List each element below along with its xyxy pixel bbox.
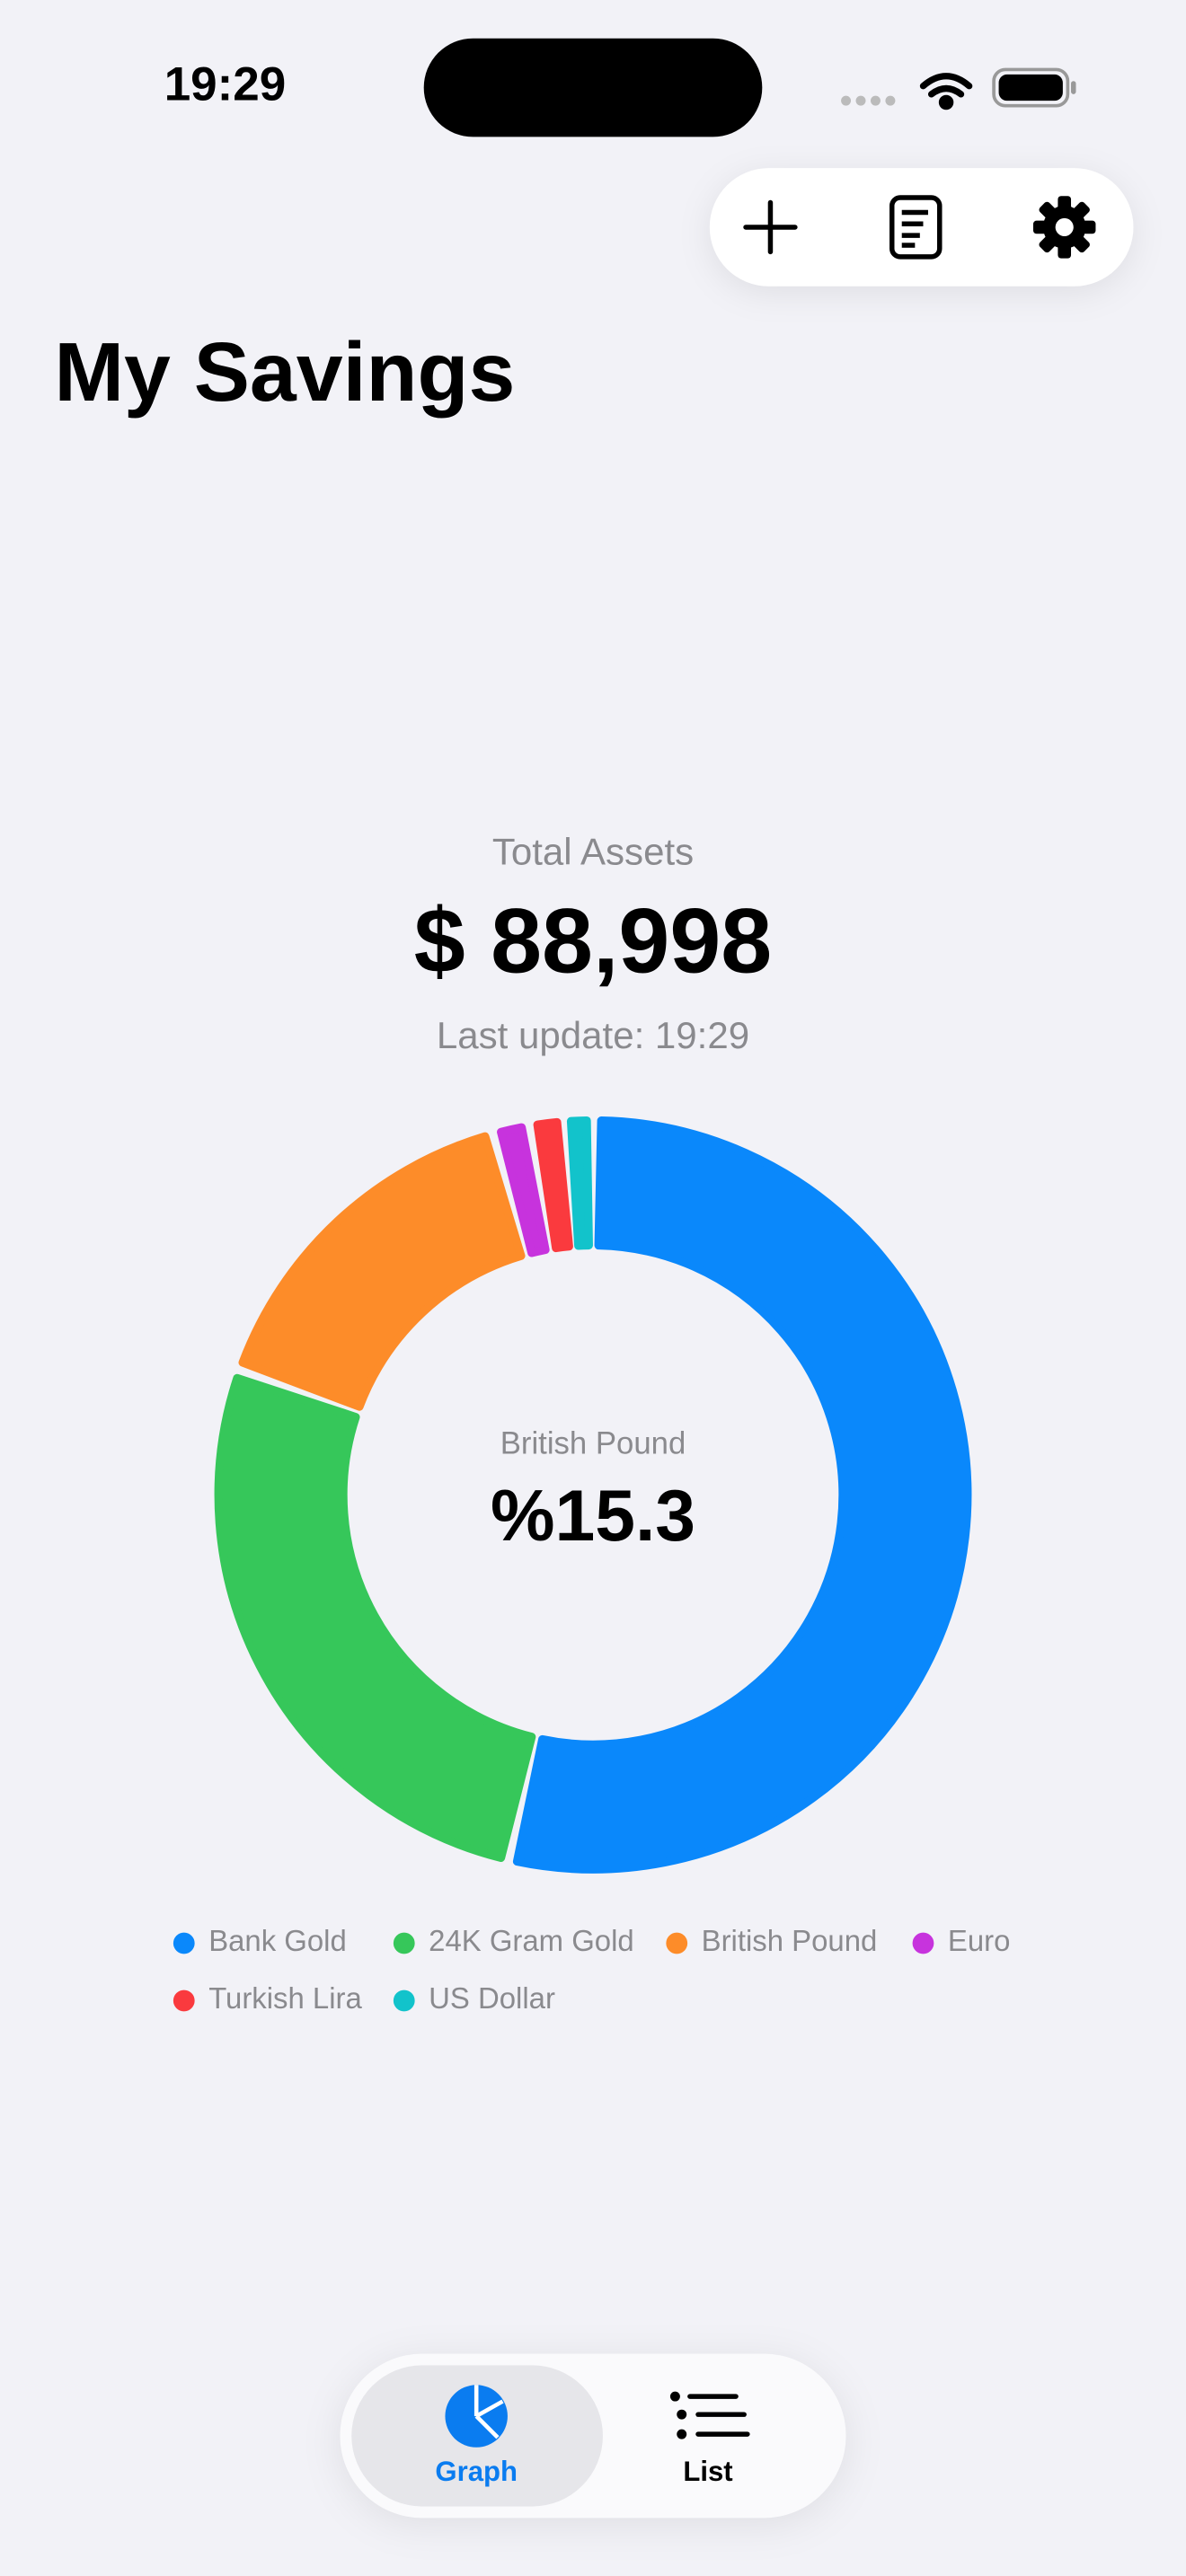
- donut-segment: [566, 1116, 593, 1250]
- graph-icon-lines: [474, 2385, 504, 2439]
- donut-segment: [497, 1123, 550, 1257]
- battery-icon: [992, 67, 1076, 108]
- legend-label: British Pound: [702, 1924, 878, 1957]
- legend-label: Turkish Lira: [208, 1981, 362, 2015]
- report-button[interactable]: [890, 195, 943, 260]
- last-update: Last update: 19:29: [437, 1014, 749, 1056]
- donut-chart: [214, 1116, 972, 1874]
- donut-segment: [238, 1132, 526, 1411]
- donut-segment: [512, 1116, 972, 1874]
- legend-label: US Dollar: [429, 1981, 555, 2015]
- legend: Bank Gold 24K Gram Gold British Pound Euro T…: [173, 1924, 1010, 2015]
- tab-label: List: [683, 2456, 732, 2487]
- list-icon: [669, 2391, 750, 2439]
- total-label: Total Assets: [492, 830, 694, 872]
- total-value: $ 88,998: [414, 889, 773, 992]
- graph-tab[interactable]: Graph: [435, 2385, 518, 2487]
- legend-swatch: [173, 1932, 195, 1954]
- settings-button[interactable]: [1032, 196, 1096, 259]
- donut-segment: [214, 1373, 536, 1862]
- legend-label: 24K Gram Gold: [429, 1924, 633, 1957]
- status-time: 19:29: [164, 58, 287, 111]
- legend-swatch: [666, 1932, 688, 1954]
- toolbar: [709, 168, 1134, 287]
- legend-swatch: [173, 1989, 195, 2012]
- list-tab[interactable]: List: [669, 2391, 750, 2487]
- legend-swatch: [912, 1932, 934, 1954]
- legend-label: Bank Gold: [208, 1924, 347, 1957]
- legend-label: Euro: [948, 1924, 1010, 1957]
- center-label: British Pound: [500, 1427, 686, 1461]
- signal: [841, 95, 896, 106]
- add-button[interactable]: [743, 199, 798, 255]
- wifi-icon: [919, 73, 973, 110]
- tab-label: Graph: [435, 2456, 518, 2487]
- donut-segment: [533, 1117, 573, 1253]
- legend-swatch: [393, 1932, 415, 1954]
- center-value: %15.3: [491, 1476, 695, 1557]
- legend-swatch: [393, 1989, 415, 2012]
- page-title: My Savings: [54, 325, 515, 419]
- dynamic-island: [423, 38, 763, 137]
